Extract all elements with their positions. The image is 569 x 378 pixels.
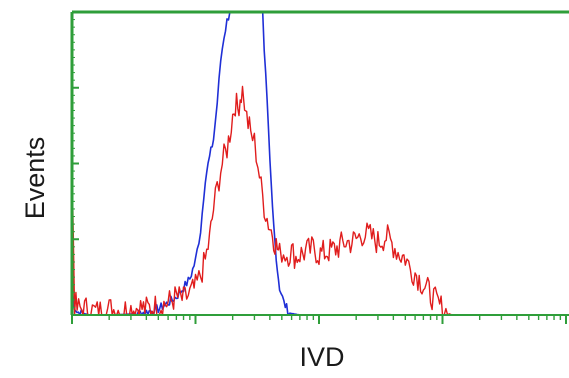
red-series-trace xyxy=(71,85,566,316)
y-axis-ticks xyxy=(72,11,79,316)
blue-series-trace xyxy=(71,11,566,316)
y-axis-label: Events xyxy=(20,137,50,220)
x-axis-label: IVD xyxy=(299,342,344,372)
plot-area xyxy=(71,11,566,316)
plot-axes xyxy=(70,10,569,324)
x-axis-ticks xyxy=(71,315,567,324)
